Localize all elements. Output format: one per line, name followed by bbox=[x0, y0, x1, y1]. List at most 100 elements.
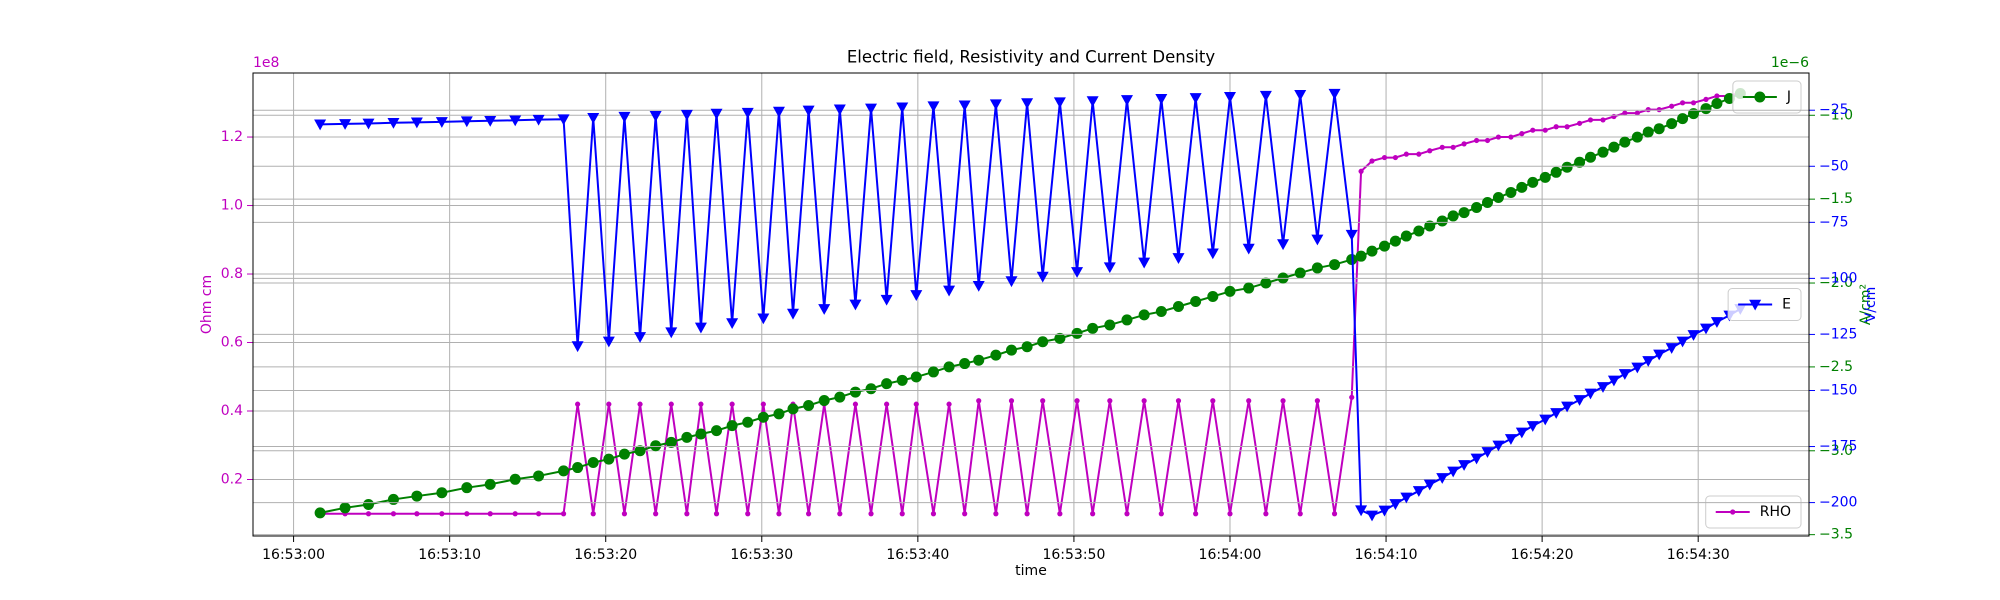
marker bbox=[1505, 186, 1517, 198]
marker bbox=[484, 115, 497, 127]
marker bbox=[1585, 151, 1597, 163]
marker bbox=[1439, 144, 1445, 150]
marker bbox=[745, 511, 751, 517]
marker bbox=[1378, 505, 1391, 517]
marker bbox=[1711, 98, 1723, 110]
x-tick-label: 16:53:50 bbox=[1042, 547, 1105, 563]
marker bbox=[1447, 210, 1459, 222]
marker bbox=[959, 358, 971, 370]
y-tick-label: −50 bbox=[1819, 158, 1849, 174]
marker bbox=[1561, 161, 1573, 173]
x-axis-label: time bbox=[1015, 563, 1047, 579]
marker bbox=[1021, 98, 1034, 110]
marker bbox=[1329, 259, 1341, 271]
marker bbox=[1087, 322, 1099, 334]
marker bbox=[786, 308, 799, 320]
marker bbox=[1561, 401, 1574, 413]
marker bbox=[896, 102, 909, 114]
marker bbox=[665, 436, 677, 448]
marker bbox=[1071, 267, 1084, 278]
marker bbox=[1074, 398, 1080, 404]
marker bbox=[852, 401, 859, 407]
marker bbox=[435, 117, 448, 128]
marker bbox=[726, 318, 739, 329]
marker bbox=[1458, 207, 1470, 219]
marker bbox=[990, 349, 1002, 361]
marker bbox=[487, 511, 493, 517]
marker bbox=[606, 401, 612, 407]
y-tick-label: −1.5 bbox=[1819, 191, 1853, 207]
marker bbox=[1223, 91, 1236, 103]
marker bbox=[1481, 197, 1493, 209]
marker bbox=[1481, 447, 1494, 458]
marker bbox=[1138, 309, 1150, 321]
marker bbox=[1699, 323, 1712, 335]
marker bbox=[1381, 154, 1388, 161]
marker bbox=[834, 391, 846, 403]
marker bbox=[711, 425, 723, 437]
marker bbox=[962, 511, 968, 517]
marker bbox=[818, 304, 831, 315]
marker bbox=[411, 490, 423, 502]
marker bbox=[1703, 96, 1709, 102]
marker bbox=[684, 511, 690, 517]
marker bbox=[1277, 239, 1290, 251]
marker bbox=[1280, 398, 1286, 404]
y-tick-label: 0.4 bbox=[221, 403, 243, 419]
marker bbox=[1508, 134, 1514, 140]
marker bbox=[849, 386, 861, 398]
marker bbox=[803, 399, 815, 411]
marker bbox=[484, 478, 496, 490]
marker bbox=[806, 511, 812, 517]
marker bbox=[1600, 117, 1606, 123]
marker bbox=[913, 401, 919, 407]
marker bbox=[1690, 100, 1697, 106]
y-tick-label: −200 bbox=[1819, 495, 1857, 511]
marker bbox=[1519, 131, 1525, 137]
marker bbox=[1470, 453, 1483, 465]
marker bbox=[1124, 511, 1130, 517]
marker bbox=[1618, 369, 1631, 380]
marker bbox=[1564, 124, 1570, 130]
marker bbox=[1392, 154, 1399, 161]
marker bbox=[1206, 248, 1219, 260]
marker bbox=[1358, 168, 1364, 174]
legend-marker bbox=[1749, 299, 1762, 311]
marker bbox=[1597, 146, 1609, 158]
marker bbox=[536, 511, 542, 517]
marker bbox=[1574, 156, 1586, 168]
marker bbox=[1677, 113, 1689, 125]
legend-marker bbox=[1754, 91, 1766, 103]
marker bbox=[1400, 492, 1413, 504]
x-tick-label: 16:54:20 bbox=[1511, 547, 1574, 563]
marker bbox=[927, 101, 940, 113]
y-tick-label: −175 bbox=[1819, 439, 1857, 455]
marker bbox=[653, 511, 659, 517]
marker bbox=[1436, 215, 1448, 227]
marker bbox=[993, 511, 999, 517]
marker bbox=[618, 448, 630, 460]
marker bbox=[757, 313, 770, 325]
marker bbox=[1138, 257, 1151, 269]
marker bbox=[1294, 267, 1306, 279]
marker bbox=[390, 511, 397, 517]
x-tick-label: 16:54:00 bbox=[1199, 547, 1262, 563]
marker bbox=[461, 482, 473, 494]
marker bbox=[1054, 332, 1066, 344]
marker bbox=[1378, 240, 1390, 252]
marker bbox=[710, 108, 723, 120]
marker bbox=[1366, 510, 1379, 522]
y-tick-label: −150 bbox=[1819, 382, 1857, 398]
marker bbox=[1155, 93, 1168, 105]
marker bbox=[464, 511, 470, 517]
plot-frame bbox=[252, 72, 1810, 537]
marker bbox=[1021, 341, 1033, 353]
marker bbox=[1458, 460, 1471, 471]
marker bbox=[512, 511, 518, 517]
marker bbox=[1504, 434, 1517, 445]
y-tick-label: −100 bbox=[1819, 270, 1857, 286]
marker bbox=[1656, 107, 1662, 113]
marker bbox=[1530, 127, 1536, 133]
marker bbox=[387, 117, 400, 129]
